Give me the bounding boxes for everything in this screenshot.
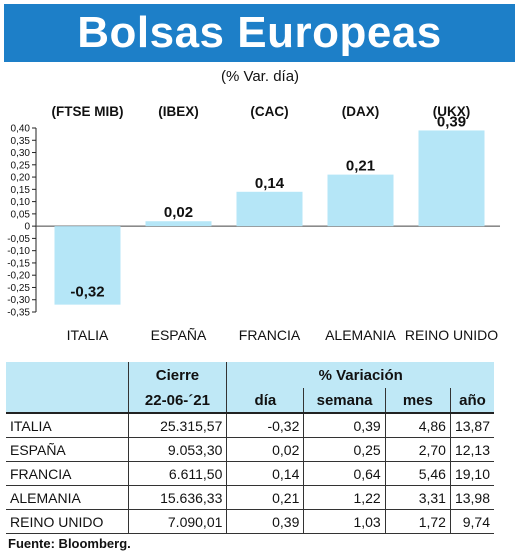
cell-semana: 1,03 [303,509,386,534]
bar [54,226,121,305]
header-ano: año [449,388,494,414]
row-name: REINO UNIDO [6,509,129,534]
cell-cierre: 6.611,50 [127,461,227,486]
header-dia: día [226,388,304,414]
markets-table: Cierre % Variación 22-06-´21 día semana … [6,362,494,534]
cell-ano: 13,98 [449,485,494,510]
y-tick-label: 0,25 [11,160,31,171]
y-tick-label: 0,15 [11,185,31,196]
cell-semana: 0,25 [303,437,386,462]
cell-cierre: 15.636,33 [127,485,227,510]
bar [418,130,485,227]
table-group-header-row: Cierre % Variación [6,362,494,388]
bar [145,221,212,227]
y-tick-label: -0,10 [7,246,30,257]
cell-dia: 0,14 [226,461,304,486]
table-corner-sub [6,388,129,414]
cell-dia: 0,39 [226,509,304,534]
cell-cierre: 7.090,01 [127,509,227,534]
bar-value-label: 0,14 [255,175,285,192]
category-label: ALEMANIA [325,327,396,343]
index-label: (IBEX) [158,104,199,119]
y-tick-label: -0,05 [7,234,30,245]
cell-ano: 12,13 [449,437,494,462]
table-row: FRANCIA 6.611,50 0,14 0,64 5,46 19,10 [6,461,494,486]
cell-semana: 1,22 [303,485,386,510]
cell-cierre: 25.315,57 [127,413,227,438]
table-row: ITALIA 25.315,57 -0,32 0,39 4,86 13,87 [6,413,494,438]
row-name: FRANCIA [6,461,129,486]
bar-value-label: 0,21 [346,158,375,175]
y-tick-label: 0,10 [11,197,31,208]
header-semana: semana [303,388,386,414]
cell-dia: -0,32 [226,413,304,438]
y-tick-label: 0,35 [11,136,31,147]
cell-dia: 0,02 [226,437,304,462]
y-tick-label: 0,30 [11,148,31,159]
y-tick-label: 0,05 [11,209,31,220]
y-tick-label: -0,15 [7,258,30,269]
bar [236,191,303,227]
cell-cierre: 9.053,30 [127,437,227,462]
cell-ano: 13,87 [449,413,494,438]
table-corner [6,362,129,388]
cell-mes: 5,46 [384,461,451,486]
bar [327,174,394,227]
bar-value-label: -0,32 [70,284,104,301]
cell-dia: 0,21 [226,485,304,510]
cell-mes: 4,86 [384,413,451,438]
category-label: FRANCIA [239,327,301,343]
y-tick-label: 0,40 [11,124,31,135]
category-label: REINO UNIDO [405,327,498,343]
y-tick-label: -0,30 [7,295,30,306]
cell-semana: 0,64 [303,461,386,486]
cell-mes: 1,72 [384,509,451,534]
header-mes: mes [384,388,451,414]
index-label: (FTSE MIB) [52,104,124,119]
y-tick-label: -0,25 [7,283,30,294]
cell-mes: 3,31 [384,485,451,510]
y-tick-label: -0,20 [7,271,30,282]
category-label: ESPAÑA [151,327,207,343]
row-name: ITALIA [6,413,129,438]
cell-mes: 2,70 [384,437,451,462]
bar-value-label: 0,39 [437,113,466,130]
source-note: Fuente: Bloomberg. [8,536,131,551]
y-tick-label: 0,20 [11,173,31,184]
chart-subtitle: (% Var. día) [220,68,300,85]
header-date: 22-06-´21 [127,388,227,414]
header-variacion: % Variación [226,362,494,388]
cell-semana: 0,39 [303,413,386,438]
y-tick-label: -0,35 [7,308,30,319]
y-tick-label: 0 [24,222,30,233]
header-cierre: Cierre [127,362,227,388]
table-row: ESPAÑA 9.053,30 0,02 0,25 2,70 12,13 [6,437,494,462]
cell-ano: 19,10 [449,461,494,486]
index-label: (DAX) [342,104,380,119]
bar-value-label: 0,02 [164,204,193,221]
index-label: (UKX) [433,104,471,119]
chart-title: Bolsas Europeas [4,4,515,62]
table-sub-header-row: 22-06-´21 día semana mes año [6,388,494,414]
row-name: ESPAÑA [6,437,129,462]
bar-chart: 0,400,350,300,250,200,150,100,050-0,05-0… [7,104,500,343]
index-label: (CAC) [250,104,288,119]
table-row: ALEMANIA 15.636,33 0,21 1,22 3,31 13,98 [6,485,494,510]
row-name: ALEMANIA [6,485,129,510]
category-label: ITALIA [67,327,109,343]
table-row: REINO UNIDO 7.090,01 0,39 1,03 1,72 9,74 [6,509,494,534]
cell-ano: 9,74 [449,509,494,534]
